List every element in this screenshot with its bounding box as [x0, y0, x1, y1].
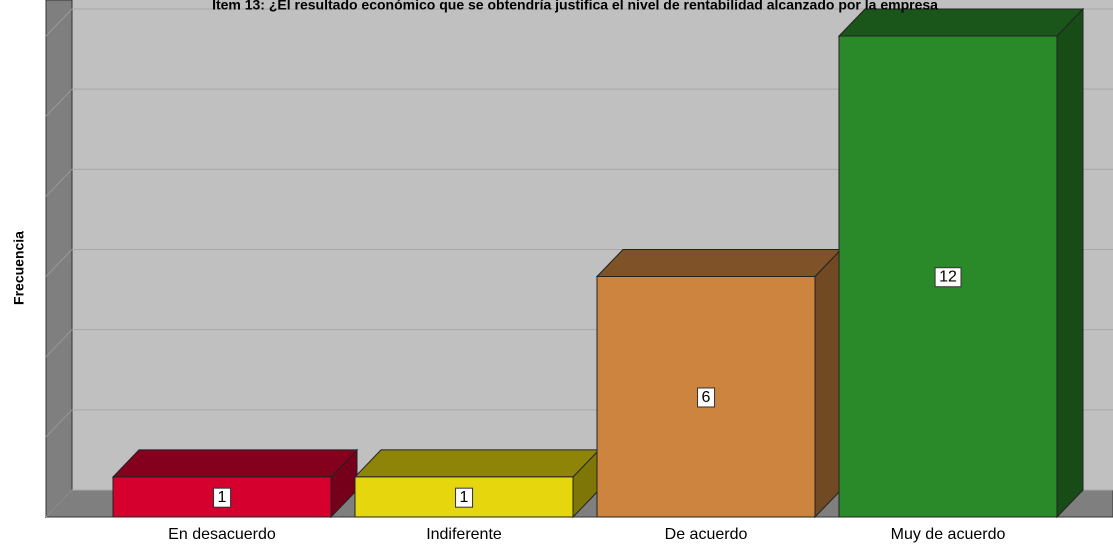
- grid-line: [45, 489, 73, 518]
- data-label: 12: [939, 269, 957, 286]
- bar-top: [595, 249, 843, 277]
- y-axis-label: Frecuencia: [11, 231, 27, 305]
- data-label: 1: [218, 489, 227, 506]
- chart-title: Ítem 13: ¿El resultado económico que se …: [212, 0, 938, 13]
- grid-line: [45, 8, 73, 37]
- data-label-box: [697, 387, 716, 408]
- bar-top: [353, 449, 601, 478]
- data-label-box: [934, 267, 962, 288]
- bar-top: [111, 449, 359, 478]
- grid-line: [45, 409, 73, 438]
- grid-line: [45, 168, 73, 197]
- bar: [111, 448, 359, 519]
- bar-top: [837, 8, 1085, 37]
- grid-line: [45, 88, 73, 117]
- x-tick-label: En desacuerdo: [168, 526, 276, 543]
- grid-line: [45, 249, 73, 277]
- grid-line: [45, 329, 73, 358]
- data-label-box: [455, 487, 474, 508]
- x-tick-label: Muy de acuerdo: [891, 526, 1006, 543]
- x-tick-label: Indiferente: [426, 526, 502, 543]
- left-wall: [45, 0, 73, 519]
- bar: [595, 248, 843, 519]
- data-label: 1: [460, 489, 469, 506]
- x-tick-label: De acuerdo: [665, 526, 748, 543]
- bar-side: [1056, 7, 1084, 519]
- data-label: 6: [702, 389, 711, 406]
- bar-side: [814, 248, 842, 519]
- data-label-box: [213, 487, 232, 508]
- bar: [353, 448, 601, 519]
- bar: [837, 7, 1085, 519]
